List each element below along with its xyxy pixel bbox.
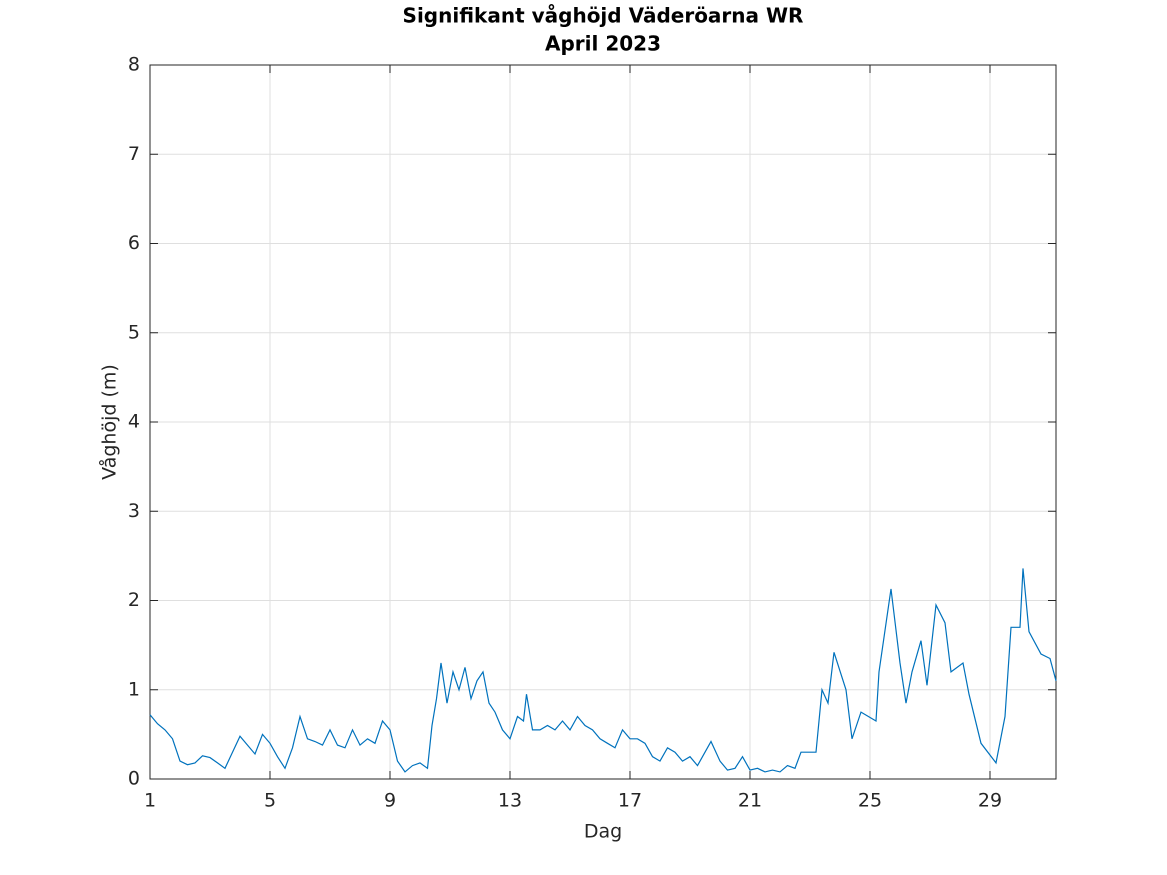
x-tick-label: 25 [858,790,882,812]
y-tick-label: 6 [128,232,140,254]
chart-subtitle: April 2023 [545,32,661,56]
x-tick-label: 9 [384,790,396,812]
y-tick-label: 3 [128,500,140,522]
y-tick-label: 2 [128,589,140,611]
data-line [149,568,1057,773]
y-tick-label: 5 [128,321,140,343]
x-tick-label: 21 [738,790,762,812]
y-axis-label: Våghöjd (m) [98,364,121,480]
y-tick-label: 1 [128,678,140,700]
y-tick-label: 0 [128,768,140,790]
plot-frame [149,64,1057,780]
y-tick-label: 8 [128,54,140,76]
x-tick-label: 29 [978,790,1002,812]
x-tick-label: 13 [498,790,522,812]
y-tick-label: 4 [128,411,140,433]
chart-title: Signifikant våghöjd Väderöarna WR [403,4,804,28]
x-tick-label: 17 [618,790,642,812]
y-tick-label: 7 [128,143,140,165]
x-axis-label: Dag [584,821,622,843]
x-tick-label: 1 [144,790,156,812]
x-tick-label: 5 [264,790,276,812]
